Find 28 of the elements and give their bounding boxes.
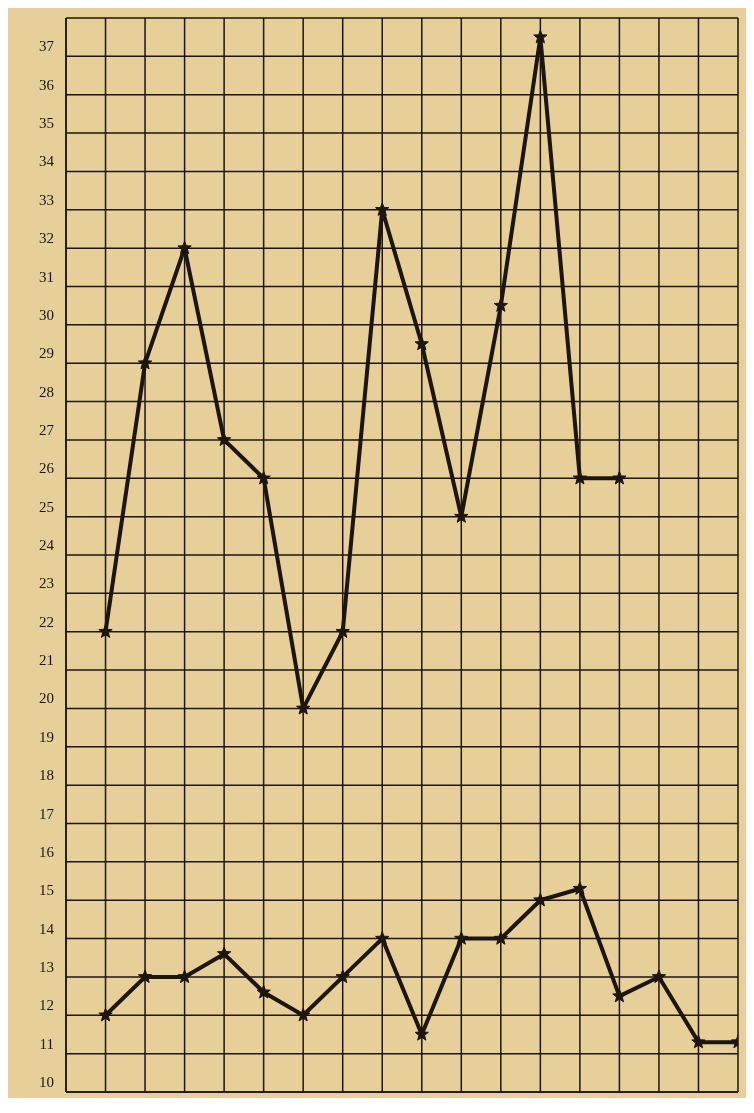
y-tick-label: 36	[39, 76, 55, 93]
y-tick-label: 18	[39, 767, 54, 784]
y-tick-label: 21	[39, 652, 54, 669]
y-tick-label: 12	[39, 997, 54, 1014]
y-tick-label: 28	[39, 383, 54, 400]
y-tick-label: 33	[39, 191, 54, 208]
y-tick-label: 13	[39, 958, 54, 975]
y-tick-label: 30	[39, 306, 54, 323]
y-tick-label: 15	[39, 882, 54, 899]
y-tick-label: 26	[39, 460, 55, 477]
y-tick-label: 29	[39, 345, 54, 362]
y-tick-label: 16	[39, 843, 55, 860]
y-tick-label: 11	[39, 1035, 54, 1052]
y-tick-label: 24	[39, 537, 55, 553]
y-tick-label: 23	[39, 575, 54, 592]
y-tick-label: 10	[39, 1074, 54, 1090]
y-tick-label: 25	[39, 498, 54, 515]
y-tick-label: 20	[39, 690, 54, 707]
y-tick-label: 22	[39, 613, 54, 630]
y-tick-label: 27	[39, 421, 55, 438]
y-tick-label: 34	[39, 153, 55, 170]
y-tick-label: 31	[39, 268, 54, 285]
y-tick-label: 37	[39, 38, 55, 55]
y-tick-label: 17	[39, 805, 55, 822]
y-tick-label: 32	[39, 230, 54, 247]
y-tick-label: 35	[39, 115, 54, 132]
y-tick-label: 19	[39, 728, 54, 745]
y-tick-label: 14	[39, 920, 55, 937]
